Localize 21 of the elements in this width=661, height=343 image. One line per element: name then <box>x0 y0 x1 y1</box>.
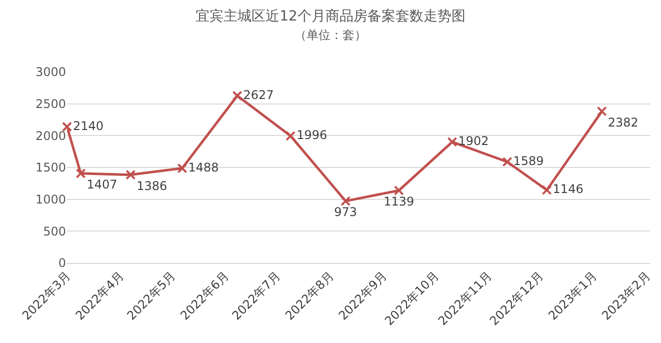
data-label: 1996 <box>296 128 328 142</box>
y-tick-label: 3000 <box>35 65 66 80</box>
y-tick-label: 1000 <box>35 192 66 207</box>
data-label: 1407 <box>86 177 118 192</box>
data-label: 1589 <box>513 154 544 168</box>
data-label: 2140 <box>73 118 104 133</box>
chart-subtitle: （单位：套） <box>294 28 366 42</box>
data-label: 1146 <box>552 182 584 196</box>
y-tick-label: 0 <box>58 256 66 270</box>
data-label: 1139 <box>384 194 414 208</box>
data-label: 1386 <box>136 178 168 193</box>
data-label: 973 <box>334 205 358 220</box>
data-label: 2382 <box>608 115 638 130</box>
y-tick-label: 1500 <box>35 160 66 175</box>
data-label: 2627 <box>243 88 274 102</box>
data-label: 1902 <box>458 134 489 148</box>
data-label: 1488 <box>188 160 219 174</box>
y-tick-label: 2500 <box>35 97 66 112</box>
chart-title: 宜宾主城区近12个月商品房备案套数走势图 <box>196 8 466 25</box>
y-tick-label: 500 <box>43 224 66 238</box>
y-tick-label: 2000 <box>35 128 66 143</box>
